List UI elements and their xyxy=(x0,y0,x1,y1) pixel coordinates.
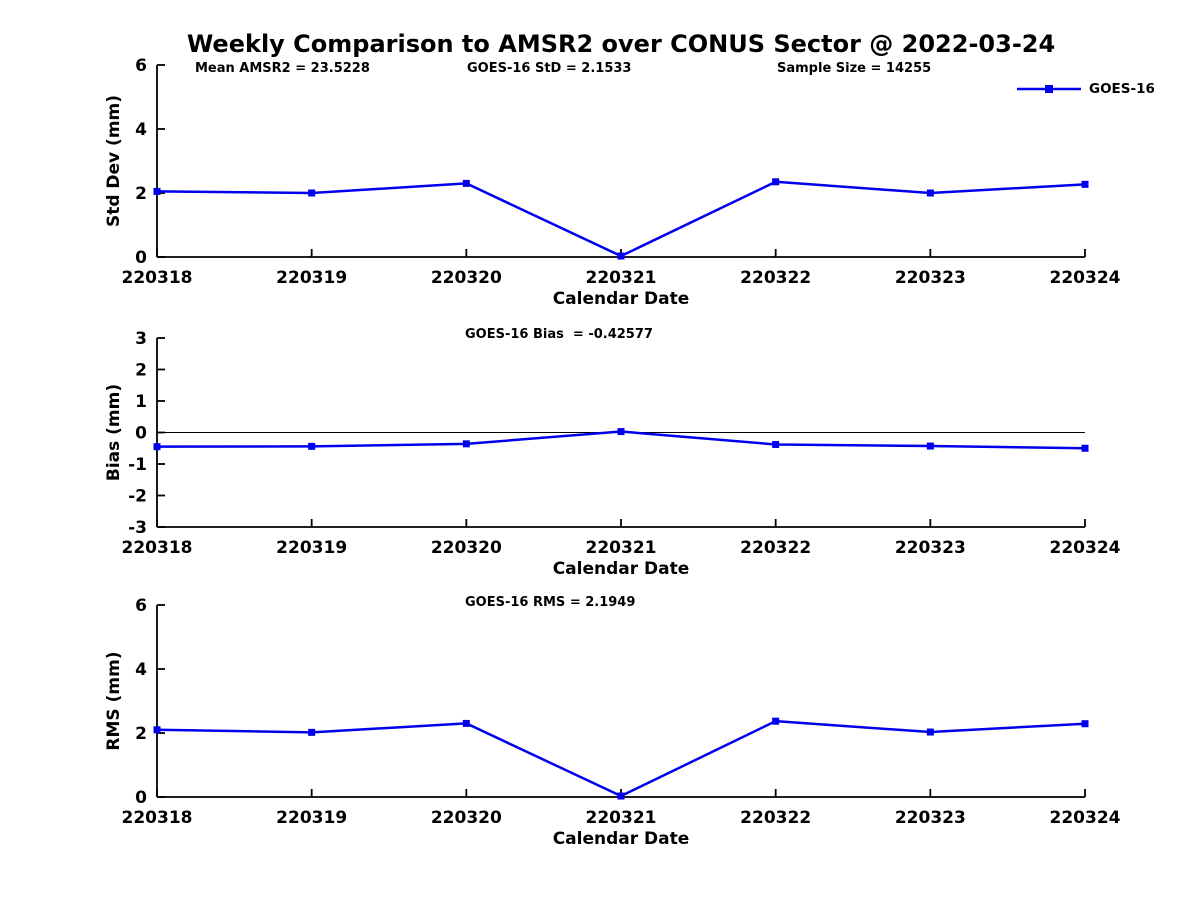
x-tick-label: 220321 xyxy=(586,268,657,288)
x-tick-label: 220318 xyxy=(122,268,193,288)
legend-label: GOES-16 xyxy=(1089,80,1155,97)
y-tick-label: 2 xyxy=(135,724,147,744)
y-tick-label: -3 xyxy=(128,518,147,538)
x-axis-label: Calendar Date xyxy=(553,559,690,579)
data-point-marker xyxy=(1081,180,1089,188)
y-tick-label: 3 xyxy=(135,329,147,349)
series-line xyxy=(156,719,1086,798)
data-point-marker xyxy=(1081,444,1089,452)
y-axis-label: RMS (mm) xyxy=(104,651,124,750)
x-tick-label: 220319 xyxy=(276,808,347,828)
figure-title: Weekly Comparison to AMSR2 over CONUS Se… xyxy=(186,30,1056,58)
series-line xyxy=(156,180,1086,258)
y-tick-label: 2 xyxy=(135,184,147,204)
y-tick-label: 6 xyxy=(135,56,147,76)
data-point-marker xyxy=(153,726,161,734)
y-tick-label: -2 xyxy=(128,487,147,507)
x-tick-label: 220324 xyxy=(1050,538,1121,558)
x-tick-label: 220322 xyxy=(740,268,811,288)
x-tick-label: 220323 xyxy=(895,808,966,828)
y-tick-label: 4 xyxy=(135,660,147,680)
x-tick-label: 220318 xyxy=(122,808,193,828)
data-point-marker xyxy=(308,442,316,450)
x-tick-label: 220321 xyxy=(586,808,657,828)
y-tick-label: 4 xyxy=(135,120,147,140)
legend-line-marker-icon xyxy=(1017,84,1081,93)
y-tick-label: 6 xyxy=(135,596,147,616)
annotation-goes16-rms: GOES-16 RMS = 2.1949 xyxy=(465,595,636,610)
data-point-marker xyxy=(462,179,470,187)
x-tick-label: 220322 xyxy=(740,808,811,828)
x-axis-label: Calendar Date xyxy=(553,289,690,309)
data-point-marker xyxy=(772,717,780,725)
x-tick-label: 220319 xyxy=(276,538,347,558)
data-point-marker xyxy=(617,792,625,800)
x-tick-label: 220323 xyxy=(895,538,966,558)
y-tick-label: 2 xyxy=(135,361,147,381)
annotation-mean-amsr2: Mean AMSR2 = 23.5228 xyxy=(195,61,370,76)
annotation-goes16-bias: GOES-16 Bias = -0.42577 xyxy=(465,327,653,342)
data-point-marker xyxy=(153,443,161,451)
y-axis-label: Std Dev (mm) xyxy=(104,95,124,227)
data-point-marker xyxy=(772,440,780,448)
y-tick-label: 1 xyxy=(135,392,147,412)
data-point-marker xyxy=(308,189,316,197)
legend: GOES-16 xyxy=(1016,80,1155,97)
x-tick-label: 220320 xyxy=(431,538,502,558)
x-tick-label: 220324 xyxy=(1050,808,1121,828)
data-point-marker xyxy=(153,187,161,195)
data-point-marker xyxy=(308,728,316,736)
x-tick-label: 220324 xyxy=(1050,268,1121,288)
y-tick-label: 0 xyxy=(135,424,147,444)
data-point-marker xyxy=(926,728,934,736)
x-tick-label: 220323 xyxy=(895,268,966,288)
x-tick-label: 220319 xyxy=(276,268,347,288)
y-tick-label: 0 xyxy=(135,248,147,268)
x-tick-label: 220318 xyxy=(122,538,193,558)
x-tick-label: 220322 xyxy=(740,538,811,558)
data-point-marker xyxy=(772,178,780,186)
y-tick-label: -1 xyxy=(128,455,147,475)
data-point-marker xyxy=(617,428,625,436)
data-point-marker xyxy=(1081,720,1089,728)
data-point-marker xyxy=(926,442,934,450)
data-point-marker xyxy=(926,189,934,197)
data-point-marker xyxy=(617,252,625,260)
x-tick-label: 220320 xyxy=(431,808,502,828)
x-axis-label: Calendar Date xyxy=(553,829,690,849)
x-tick-label: 220321 xyxy=(586,538,657,558)
y-axis-label: Bias (mm) xyxy=(104,384,124,481)
data-point-marker xyxy=(462,719,470,727)
annotation-sample-size: Sample Size = 14255 xyxy=(777,61,932,76)
annotation-goes16-std: GOES-16 StD = 2.1533 xyxy=(467,61,632,76)
data-point-marker xyxy=(462,440,470,448)
x-tick-label: 220320 xyxy=(431,268,502,288)
y-tick-label: 0 xyxy=(135,788,147,808)
